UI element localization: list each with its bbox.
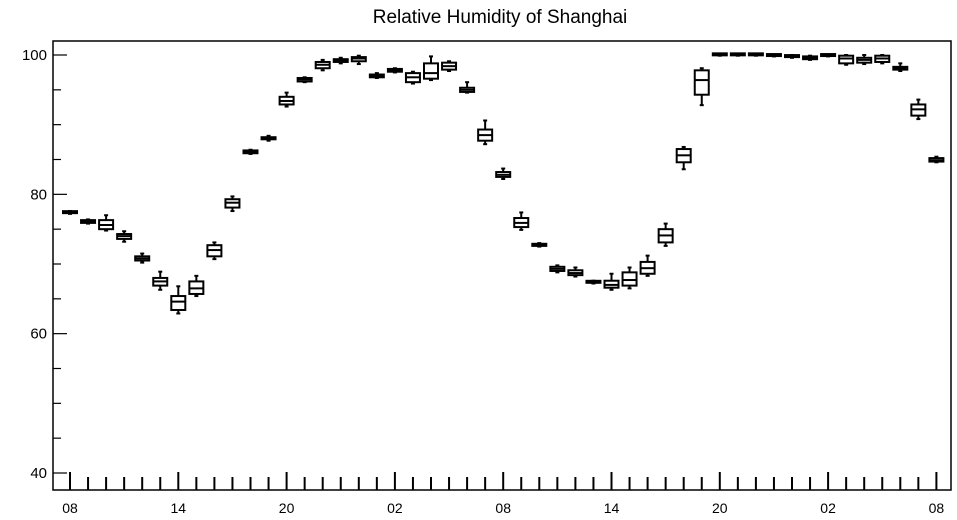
box-26 xyxy=(531,242,548,248)
box-iqr xyxy=(693,69,710,96)
x-tick-label: 20 xyxy=(712,500,728,516)
box-20 xyxy=(423,55,439,82)
box-46 xyxy=(892,62,909,73)
box-10 xyxy=(242,148,259,155)
box-35 xyxy=(693,67,710,107)
box-32 xyxy=(639,254,656,277)
box-42 xyxy=(820,53,837,58)
x-tick-label: 08 xyxy=(495,500,511,516)
box-8 xyxy=(206,241,223,261)
box-19 xyxy=(404,70,421,85)
box-12 xyxy=(278,91,295,108)
box-iqr xyxy=(170,295,187,311)
box-45 xyxy=(874,54,891,65)
box-37 xyxy=(729,52,746,57)
box-30 xyxy=(603,272,620,291)
x-tick-label: 20 xyxy=(279,500,295,516)
box-41 xyxy=(802,54,819,61)
box-29 xyxy=(585,279,602,285)
box-21 xyxy=(441,60,458,73)
box-33 xyxy=(657,222,674,247)
x-tick-label: 08 xyxy=(929,500,945,516)
box-11 xyxy=(260,134,277,142)
box-14 xyxy=(314,58,331,72)
x-tick-label: 02 xyxy=(820,500,836,516)
box-1 xyxy=(80,218,97,225)
box-34 xyxy=(675,145,692,171)
box-2 xyxy=(98,214,115,232)
chart-title: Relative Humidity of Shanghai xyxy=(373,7,628,28)
x-tick-label: 08 xyxy=(62,500,78,516)
box-13 xyxy=(296,76,313,84)
y-tick-label: 60 xyxy=(30,326,47,343)
box-39 xyxy=(765,53,782,58)
box-47 xyxy=(910,98,927,121)
x-tick-label: 02 xyxy=(387,500,403,516)
plot-frame xyxy=(52,40,952,491)
box-series xyxy=(62,52,945,315)
box-31 xyxy=(621,266,638,290)
box-15 xyxy=(332,56,349,65)
x-tick-label: 14 xyxy=(604,500,620,516)
box-3 xyxy=(116,230,133,243)
box-17 xyxy=(368,72,385,79)
y-axis: 40 60 80 100 xyxy=(22,47,67,482)
box-5 xyxy=(152,270,169,291)
box-28 xyxy=(567,266,584,278)
box-7 xyxy=(188,274,205,298)
box-6 xyxy=(170,285,187,315)
box-9 xyxy=(224,195,241,213)
box-27 xyxy=(549,264,566,274)
box-iqr xyxy=(423,62,439,80)
box-0 xyxy=(62,210,78,215)
box-18 xyxy=(386,67,403,74)
x-tick-label: 14 xyxy=(171,500,187,516)
box-25 xyxy=(513,211,530,231)
box-23 xyxy=(477,119,494,146)
box-44 xyxy=(856,54,873,66)
box-iqr xyxy=(838,54,855,65)
box-16 xyxy=(350,54,367,66)
x-axis: 08 14 20 02 08 14 20 02 08 xyxy=(62,472,944,516)
box-iqr xyxy=(621,271,638,287)
box-22 xyxy=(459,81,476,94)
box-38 xyxy=(747,52,764,57)
y-tick-label: 40 xyxy=(30,465,47,482)
box-43 xyxy=(838,54,855,66)
box-24 xyxy=(495,167,512,181)
y-tick-label: 100 xyxy=(22,47,47,64)
y-tick-label: 80 xyxy=(30,186,47,203)
box-40 xyxy=(784,54,800,59)
box-36 xyxy=(711,52,728,57)
box-4 xyxy=(134,252,151,264)
box-48 xyxy=(928,155,945,164)
